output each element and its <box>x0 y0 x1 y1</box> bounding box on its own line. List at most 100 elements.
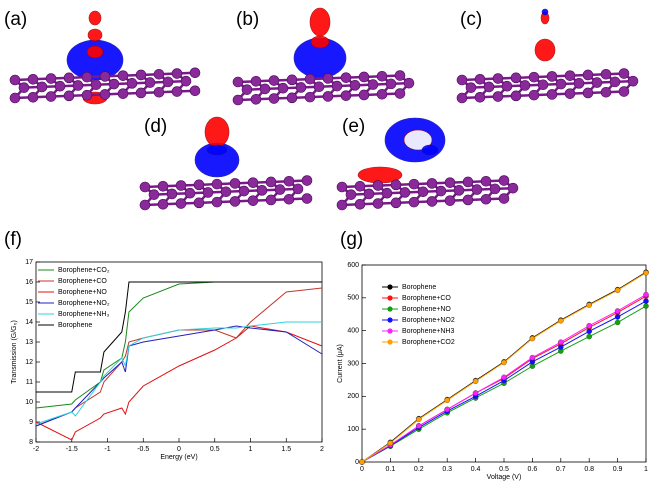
series-line <box>35 287 323 427</box>
legend-label: Borophene <box>402 284 436 291</box>
y-tick-label: 9 <box>29 419 33 426</box>
atom <box>144 77 156 88</box>
atom <box>81 89 93 101</box>
data-point <box>643 291 649 298</box>
atom <box>184 187 196 199</box>
atom <box>81 71 93 83</box>
atom <box>582 87 594 99</box>
atom <box>45 73 57 84</box>
x-tick-label: 1 <box>644 466 648 473</box>
atom <box>238 185 250 197</box>
atom <box>474 91 486 103</box>
data-point <box>586 328 592 335</box>
atom <box>367 79 379 90</box>
atom <box>241 84 253 95</box>
density-lobe <box>403 129 433 151</box>
atom <box>510 90 522 102</box>
atom <box>390 179 402 191</box>
atom <box>139 181 151 193</box>
atom <box>471 184 483 195</box>
atom <box>9 74 21 86</box>
atom <box>283 175 295 187</box>
y-tick-label: 0 <box>355 459 359 466</box>
density-lobe <box>86 45 104 59</box>
atom <box>354 180 366 192</box>
atom <box>247 195 259 206</box>
legend-label: Borophene+NO <box>402 306 451 313</box>
atom <box>474 73 486 85</box>
legend-marker <box>387 295 393 301</box>
y-tick-label: 16 <box>25 279 33 286</box>
y-tick-label: 11 <box>26 379 33 386</box>
panel-label: (f) <box>4 229 22 250</box>
data-point <box>387 440 394 446</box>
legend-label: Borophene+NH3 <box>402 328 454 335</box>
atom <box>358 71 370 83</box>
atom <box>354 198 366 210</box>
atom <box>27 91 39 103</box>
atom <box>372 198 384 209</box>
atom <box>117 70 129 81</box>
y-axis-label: Transmission (G/G₀) <box>11 320 18 384</box>
atom <box>555 78 567 90</box>
x-tick-label: 0.8 <box>584 466 594 473</box>
atom <box>250 93 262 105</box>
data-point <box>558 318 564 324</box>
x-axis-label: Energy (eV) <box>160 454 197 461</box>
legend-label: Borophene+CO₂ <box>58 267 110 274</box>
data-point <box>558 339 564 345</box>
x-tick-label: -1 <box>104 446 110 453</box>
atom <box>135 69 147 81</box>
atom <box>507 182 519 194</box>
data-point <box>501 359 507 366</box>
atom <box>171 86 183 97</box>
atom <box>381 187 393 199</box>
density-lobe <box>204 116 230 148</box>
atom <box>166 188 178 200</box>
atom <box>336 199 348 211</box>
x-tick-label: -1.5 <box>66 446 78 453</box>
data-point <box>614 287 621 294</box>
atom <box>331 80 343 92</box>
data-point <box>416 423 422 429</box>
data-point <box>529 354 536 361</box>
panel-label: (b) <box>236 9 259 30</box>
atom <box>18 82 30 93</box>
y-tick-label: 400 <box>347 328 359 335</box>
atom <box>501 80 513 92</box>
panel-label: (d) <box>144 116 167 137</box>
legend-label: Borophene+NO₂ <box>58 300 110 307</box>
legend-marker <box>387 328 393 334</box>
legend-marker <box>387 317 393 323</box>
atom <box>286 92 298 104</box>
data-point <box>614 314 621 320</box>
x-tick-label: 0.5 <box>499 466 509 473</box>
atom <box>618 68 630 79</box>
atom <box>211 178 223 190</box>
atom <box>148 189 160 200</box>
atom <box>426 196 438 207</box>
atom <box>313 81 325 93</box>
atom <box>9 92 21 104</box>
legend-label: Borophene+NO <box>58 289 107 296</box>
x-tick-label: 1 <box>249 446 253 453</box>
atom <box>126 78 138 89</box>
atom <box>492 73 504 84</box>
y-tick-label: 300 <box>347 360 359 367</box>
atom <box>63 90 75 102</box>
data-point <box>643 270 649 276</box>
atom <box>480 193 492 205</box>
y-tick-label: 600 <box>347 262 359 269</box>
atom <box>489 183 501 195</box>
density-lobe <box>309 7 331 37</box>
atom <box>250 75 262 87</box>
atom <box>193 197 205 209</box>
y-tick-label: 17 <box>25 259 33 266</box>
data-point <box>558 344 564 350</box>
atom <box>180 75 192 87</box>
atom <box>349 80 361 91</box>
x-axis-label: Voltage (V) <box>487 474 522 481</box>
data-point <box>501 374 507 381</box>
atom <box>399 187 411 198</box>
